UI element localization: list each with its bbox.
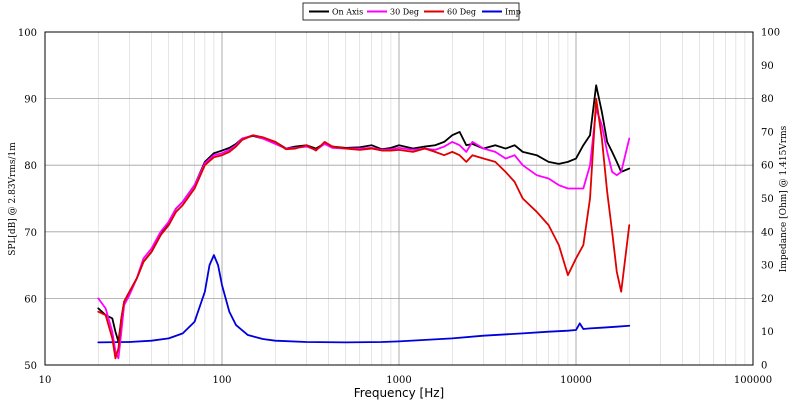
x-tick-label: 10 bbox=[39, 375, 52, 386]
series-layer bbox=[97, 84, 631, 360]
legend-label: 30 Deg bbox=[390, 8, 419, 17]
y2-tick-label: 70 bbox=[761, 127, 774, 138]
x-tick-labels: 10 100 1000 10000 100000 bbox=[39, 375, 772, 386]
y2-tick-label: 20 bbox=[761, 294, 774, 305]
y2-axis-title: Impedance [Ohm] @ 1.415Vrms bbox=[779, 125, 789, 272]
y2-tick-label: 30 bbox=[761, 261, 774, 272]
y2-tick-label: 60 bbox=[761, 161, 774, 172]
x-tick-label: 100000 bbox=[734, 375, 772, 386]
y2-tick-label: 0 bbox=[761, 361, 767, 372]
x-axis-title: Frequency [Hz] bbox=[354, 386, 445, 400]
y-tick-labels: 50 60 70 80 90 100 bbox=[18, 28, 37, 372]
y2-tick-label: 40 bbox=[761, 227, 774, 238]
legend-label: On Axis bbox=[332, 8, 363, 17]
legend-label: Imp bbox=[505, 8, 521, 17]
y-tick-label: 50 bbox=[24, 361, 37, 372]
minor-grid bbox=[97, 32, 746, 365]
y2-tick-label: 50 bbox=[761, 194, 774, 205]
x-tick-label: 10000 bbox=[560, 375, 592, 386]
y-tick-label: 80 bbox=[24, 161, 37, 172]
y-axis-title: SPL[dB] @ 2.83Vrms/1m bbox=[8, 142, 18, 256]
series-line-imp bbox=[97, 254, 631, 344]
y-tick-label: 70 bbox=[24, 228, 37, 239]
legend-box bbox=[302, 2, 520, 21]
legend-label: 60 Deg bbox=[447, 8, 476, 17]
y2-tick-label: 80 bbox=[761, 94, 774, 105]
y2-tick-label: 90 bbox=[761, 61, 774, 72]
y-tick-label: 60 bbox=[24, 294, 37, 305]
plot-area-frame bbox=[44, 31, 754, 366]
y-tick-label: 90 bbox=[24, 95, 37, 106]
y2-tick-label: 100 bbox=[761, 28, 780, 39]
x-tick-label: 100 bbox=[212, 375, 231, 386]
y-tick-label: 100 bbox=[18, 28, 37, 39]
x-tick-label: 1000 bbox=[386, 375, 411, 386]
y2-tick-labels: 0 10 20 30 40 50 60 70 80 90 100 bbox=[761, 28, 780, 372]
y2-tick-label: 10 bbox=[761, 327, 774, 338]
legend: On Axis 30 Deg 60 Deg Imp bbox=[302, 2, 521, 21]
series-line-60-deg bbox=[97, 97, 631, 360]
